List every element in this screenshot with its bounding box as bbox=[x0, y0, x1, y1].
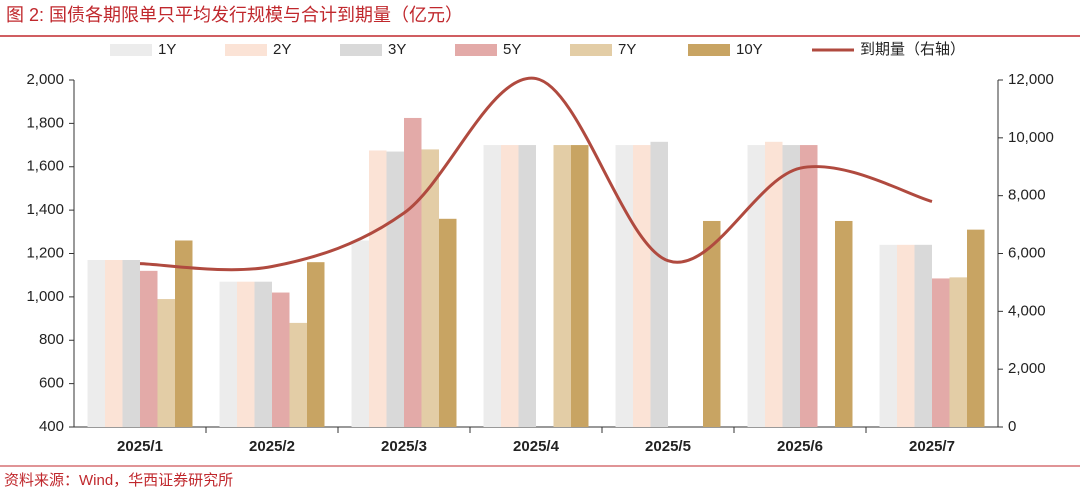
bar bbox=[369, 150, 387, 427]
bar bbox=[404, 117, 422, 427]
y-tick-label: 1,200 bbox=[26, 244, 64, 261]
y2-tick-label: 8,000 bbox=[1008, 187, 1046, 204]
legend-label: 1Y bbox=[158, 41, 176, 58]
bar bbox=[87, 260, 105, 427]
y-tick-label: 1,600 bbox=[26, 158, 64, 175]
bar bbox=[932, 278, 950, 427]
bar bbox=[615, 145, 633, 427]
x-tick-label: 2025/3 bbox=[381, 438, 427, 455]
legend-label: 10Y bbox=[736, 41, 763, 58]
bar bbox=[633, 145, 651, 427]
y2-tick-label: 4,000 bbox=[1008, 302, 1046, 319]
x-tick-label: 2025/7 bbox=[909, 438, 955, 455]
bar bbox=[703, 220, 721, 427]
legend-swatch bbox=[340, 44, 382, 56]
y2-tick-label: 12,000 bbox=[1008, 71, 1054, 88]
bar bbox=[219, 281, 237, 427]
bar bbox=[967, 229, 985, 427]
legend-swatch bbox=[688, 44, 730, 56]
bar bbox=[747, 145, 765, 427]
legend-swatch bbox=[225, 44, 267, 56]
bar bbox=[518, 145, 536, 427]
x-tick-label: 2025/6 bbox=[777, 438, 823, 455]
chart-title: 图 2: 国债各期限单只平均发行规模与合计到期量（亿元） bbox=[6, 5, 463, 25]
y-tick-label: 2,000 bbox=[26, 71, 64, 88]
y-tick-label: 800 bbox=[39, 331, 64, 348]
bar bbox=[175, 240, 193, 427]
bar bbox=[483, 145, 501, 427]
y-tick-label: 1,800 bbox=[26, 114, 64, 131]
bar bbox=[501, 145, 519, 427]
bar bbox=[897, 244, 915, 427]
bar bbox=[553, 145, 571, 427]
y-tick-label: 1,000 bbox=[26, 288, 64, 305]
bar bbox=[949, 277, 967, 427]
legend-label: 7Y bbox=[618, 41, 636, 58]
bar bbox=[439, 218, 457, 427]
bar bbox=[237, 281, 255, 427]
y2-tick-label: 10,000 bbox=[1008, 129, 1054, 146]
line bbox=[139, 76, 933, 272]
bar bbox=[105, 260, 123, 427]
bar bbox=[386, 151, 404, 427]
x-tick-label: 2025/2 bbox=[249, 438, 295, 455]
legend-swatch bbox=[570, 44, 612, 56]
bar bbox=[782, 145, 800, 427]
bar bbox=[650, 141, 668, 427]
x-tick-label: 2025/4 bbox=[513, 438, 560, 455]
bar bbox=[140, 270, 158, 427]
legend-swatch bbox=[110, 44, 152, 56]
bar bbox=[351, 240, 369, 427]
y-tick-label: 1,400 bbox=[26, 201, 64, 218]
bar bbox=[835, 220, 853, 427]
source: 资料来源：Wind，华西证券研究所 bbox=[4, 472, 233, 489]
x-tick-label: 2025/5 bbox=[645, 438, 691, 455]
bar bbox=[571, 145, 589, 427]
bar bbox=[289, 322, 307, 427]
bar bbox=[800, 145, 818, 427]
legend-label: 5Y bbox=[503, 41, 521, 58]
legend-label: 2Y bbox=[273, 41, 291, 58]
legend-label: 到期量（右轴） bbox=[860, 41, 965, 58]
bar bbox=[765, 141, 783, 427]
y2-tick-label: 6,000 bbox=[1008, 244, 1046, 261]
y-tick-label: 600 bbox=[39, 375, 64, 392]
bar bbox=[914, 244, 932, 427]
bar bbox=[307, 262, 325, 427]
legend-swatch bbox=[455, 44, 497, 56]
bar bbox=[272, 292, 290, 427]
y2-tick-label: 2,000 bbox=[1008, 360, 1046, 377]
bar bbox=[122, 260, 140, 427]
legend-label: 3Y bbox=[388, 41, 406, 58]
bar bbox=[421, 149, 439, 427]
bar bbox=[157, 299, 175, 427]
bar bbox=[254, 281, 272, 427]
y-tick-label: 400 bbox=[39, 418, 64, 435]
bar bbox=[879, 244, 897, 427]
y2-tick-label: 0 bbox=[1008, 418, 1016, 435]
x-tick-label: 2025/1 bbox=[117, 438, 163, 455]
